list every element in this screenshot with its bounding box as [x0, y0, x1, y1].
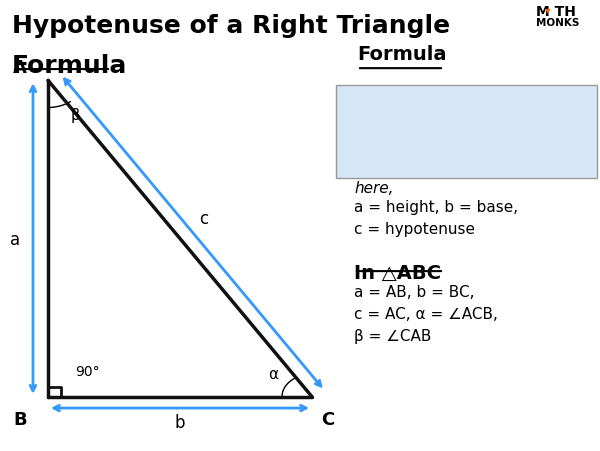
Polygon shape: [545, 10, 551, 14]
Text: M TH: M TH: [536, 5, 575, 18]
Text: B: B: [13, 410, 27, 428]
Text: a: a: [10, 230, 20, 248]
Text: In △ABC: In △ABC: [354, 264, 441, 283]
Text: MONKS: MONKS: [536, 18, 579, 28]
Text: C: C: [321, 410, 334, 428]
Text: here,: here,: [354, 180, 394, 195]
Text: 90°: 90°: [74, 364, 100, 377]
Text: Formula: Formula: [357, 45, 446, 64]
Text: Formula: Formula: [12, 54, 127, 78]
Text: b: b: [175, 413, 185, 431]
Text: c: c: [199, 210, 209, 228]
Text: β: β: [70, 107, 80, 123]
Text: $c\ =\ \dfrac{a}{\sin\,\alpha}\ =\ \dfrac{b}{\sin\,\beta}$: $c\ =\ \dfrac{a}{\sin\,\alpha}\ =\ \dfra…: [354, 110, 523, 152]
Text: a = AB, b = BC,
c = AC, α = ∠ACB,
β = ∠CAB: a = AB, b = BC, c = AC, α = ∠ACB, β = ∠C…: [354, 284, 498, 343]
Text: a = height, b = base,
c = hypotenuse: a = height, b = base, c = hypotenuse: [354, 199, 518, 236]
Text: α: α: [268, 366, 278, 381]
Text: A: A: [13, 59, 27, 77]
FancyBboxPatch shape: [336, 86, 597, 178]
Text: Hypotenuse of a Right Triangle: Hypotenuse of a Right Triangle: [12, 14, 450, 37]
